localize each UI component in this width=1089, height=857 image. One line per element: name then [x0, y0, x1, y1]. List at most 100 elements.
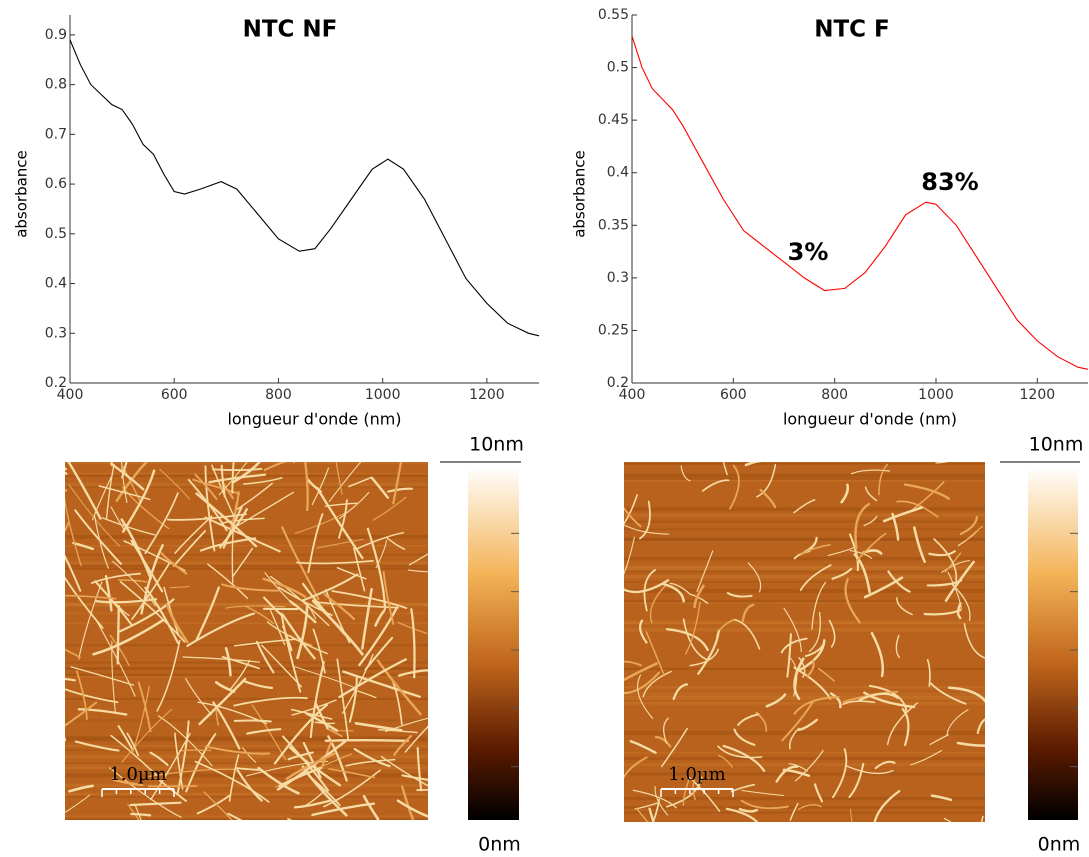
- fiber: [203, 791, 233, 820]
- afm-stripe: [624, 806, 985, 809]
- afm-image: [65, 462, 428, 820]
- fiber: [806, 659, 815, 678]
- y-tick-label: 0.3: [45, 325, 67, 341]
- fiber: [794, 749, 824, 782]
- fiber: [166, 513, 247, 521]
- fiber: [296, 559, 374, 565]
- fiber: [231, 462, 235, 494]
- fiber: [858, 692, 899, 702]
- fiber: [215, 708, 219, 726]
- x-tick-label: 600: [161, 387, 188, 403]
- fiber: [831, 567, 853, 580]
- afm-stripe: [624, 575, 985, 579]
- fiber: [854, 502, 871, 550]
- fiber: [144, 586, 180, 645]
- fiber: [312, 600, 400, 609]
- fiber: [782, 768, 811, 777]
- fiber: [228, 754, 240, 802]
- fiber: [643, 569, 657, 612]
- fiber: [95, 598, 158, 604]
- fiber: [848, 762, 865, 799]
- fiber: [68, 484, 121, 547]
- fiber: [738, 807, 759, 813]
- fiber: [134, 804, 142, 820]
- afm-stripe: [65, 661, 428, 664]
- fiber: [874, 760, 896, 770]
- y-tick-label: 0.3: [607, 270, 629, 286]
- fiber: [811, 581, 827, 630]
- afm-stripe: [65, 612, 428, 615]
- afm-stripe: [624, 701, 985, 705]
- fiber: [65, 521, 70, 533]
- fiber: [94, 580, 133, 627]
- fiber: [648, 807, 655, 822]
- fiber: [149, 732, 191, 801]
- fiber: [358, 606, 399, 667]
- fiber: [301, 573, 359, 602]
- fiber: [65, 497, 82, 567]
- fiber: [112, 560, 157, 607]
- fiber: [290, 708, 333, 720]
- y-tick-label: 0.45: [598, 112, 629, 128]
- afm-stripe: [65, 736, 428, 739]
- afm-stripe: [624, 685, 985, 689]
- fiber: [661, 582, 685, 603]
- fiber: [65, 701, 98, 727]
- fiber: [911, 481, 945, 511]
- fiber: [882, 506, 923, 523]
- fiber: [930, 682, 967, 705]
- fiber: [396, 799, 428, 818]
- fiber: [848, 533, 859, 572]
- fiber: [328, 768, 376, 779]
- afm-stripe: [65, 675, 428, 678]
- afm-stripe: [624, 696, 985, 700]
- fiber: [747, 562, 762, 593]
- x-axis-label: longueur d'onde (nm): [783, 410, 957, 429]
- fiber: [311, 467, 330, 506]
- afm-stripe: [624, 693, 985, 698]
- afm-stripe: [624, 731, 985, 734]
- y-tick-label: 0.4: [607, 165, 629, 181]
- chart-title: NTC F: [814, 17, 890, 43]
- fiber: [386, 537, 406, 551]
- fiber: [121, 708, 173, 763]
- fiber: [111, 778, 144, 787]
- fiber: [828, 619, 836, 648]
- afm-stripe: [65, 553, 428, 556]
- afm-image: [624, 462, 985, 822]
- fiber: [726, 592, 753, 598]
- fiber: [109, 634, 130, 666]
- fiber: [863, 515, 878, 527]
- fiber: [65, 488, 68, 492]
- fiber: [376, 659, 422, 716]
- fiber: [325, 589, 351, 644]
- afm-stripe: [624, 513, 985, 517]
- fiber: [846, 765, 894, 775]
- fiber: [943, 817, 952, 822]
- fiber: [338, 491, 370, 519]
- fiber: [241, 679, 274, 690]
- fiber: [131, 562, 170, 621]
- fiber: [928, 550, 956, 557]
- fiber: [156, 639, 181, 712]
- fiber: [233, 696, 308, 707]
- fiber: [624, 662, 658, 682]
- afm-stripe: [65, 754, 428, 759]
- fiber: [246, 728, 282, 735]
- fiber: [255, 640, 275, 674]
- fiber: [354, 722, 403, 732]
- fiber: [195, 492, 258, 548]
- fiber: [654, 735, 672, 748]
- fiber: [243, 477, 283, 485]
- fiber: [197, 701, 268, 725]
- fiber: [624, 506, 642, 528]
- fiber: [844, 577, 861, 624]
- fiber: [370, 476, 390, 499]
- fiber: [944, 552, 962, 573]
- fiber: [690, 593, 709, 604]
- x-tick-label: 600: [720, 387, 747, 403]
- fiber: [946, 709, 969, 737]
- fiber: [382, 570, 395, 625]
- fiber: [682, 618, 707, 661]
- fiber: [740, 799, 789, 810]
